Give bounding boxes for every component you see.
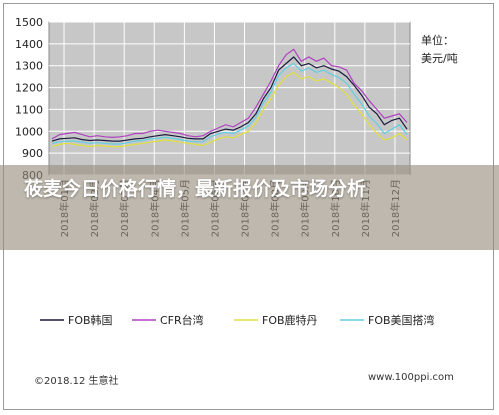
y-tick-label: 1100: [15, 103, 43, 116]
y-tick-label: 1200: [15, 82, 43, 95]
series-line-1: [51, 48, 408, 140]
series-line-2: [51, 71, 408, 148]
series-line-3: [51, 62, 408, 145]
unit-label-line2: 美元/吨: [421, 52, 458, 65]
title-banner: [0, 165, 499, 250]
footer-site: www.100ppi.com: [368, 372, 454, 383]
banner-title: 莜麦今日价格行情，最新报价及市场分析: [24, 178, 367, 200]
y-tick-label: 1300: [15, 60, 43, 73]
legend-label: FOB鹿特丹: [262, 313, 318, 327]
y-tick-label: 1500: [15, 16, 43, 29]
legend-label: FOB韩国: [68, 313, 113, 327]
y-tick-label: 1000: [15, 125, 43, 138]
plot-area: [48, 21, 411, 176]
unit-label-line1: 单位：: [421, 34, 454, 47]
y-tick-label: 1400: [15, 38, 43, 51]
series-line-0: [51, 56, 408, 142]
y-tick-label: 900: [22, 147, 43, 160]
footer-copyright: ©2018.12 生意社: [34, 376, 119, 387]
legend-label: CFR台湾: [160, 313, 204, 327]
legend-label: FOB美国搭湾: [368, 313, 435, 327]
